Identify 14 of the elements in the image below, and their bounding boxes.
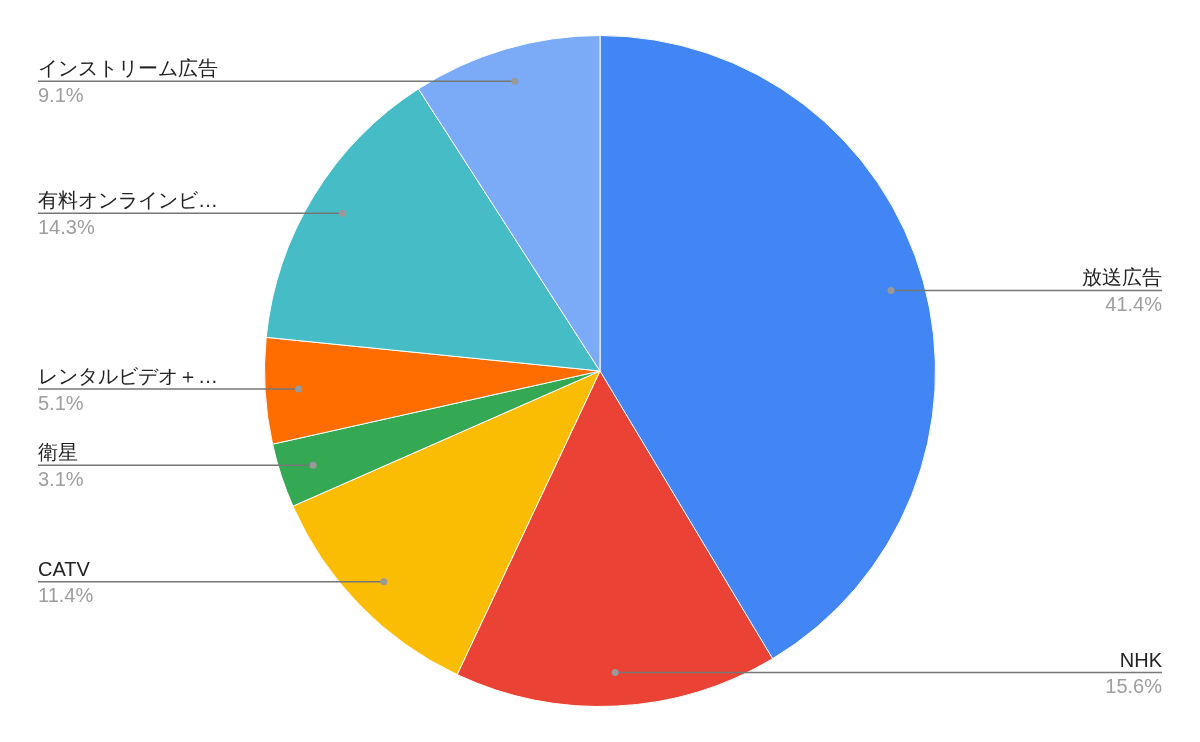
slice-label: NHK (1119, 648, 1163, 671)
data-label: 5.1% (38, 391, 84, 414)
slice-label: CATV (38, 557, 91, 580)
data-label: 15.6% (1105, 675, 1163, 698)
data-label: 9.1% (38, 83, 84, 106)
slice-label: 衛星 (38, 441, 78, 464)
data-label: 14.3% (38, 215, 95, 238)
data-label: 11.4% (38, 584, 94, 607)
slice-label: 放送広告 (1082, 266, 1162, 289)
data-label: 3.1% (38, 467, 84, 490)
slice-label: レンタルビデオ＋… (38, 365, 218, 388)
data-label: 41.4% (1105, 292, 1163, 315)
slice-label: 有料オンラインビ… (38, 189, 218, 212)
slice-label: インストリーム広告 (38, 57, 218, 80)
